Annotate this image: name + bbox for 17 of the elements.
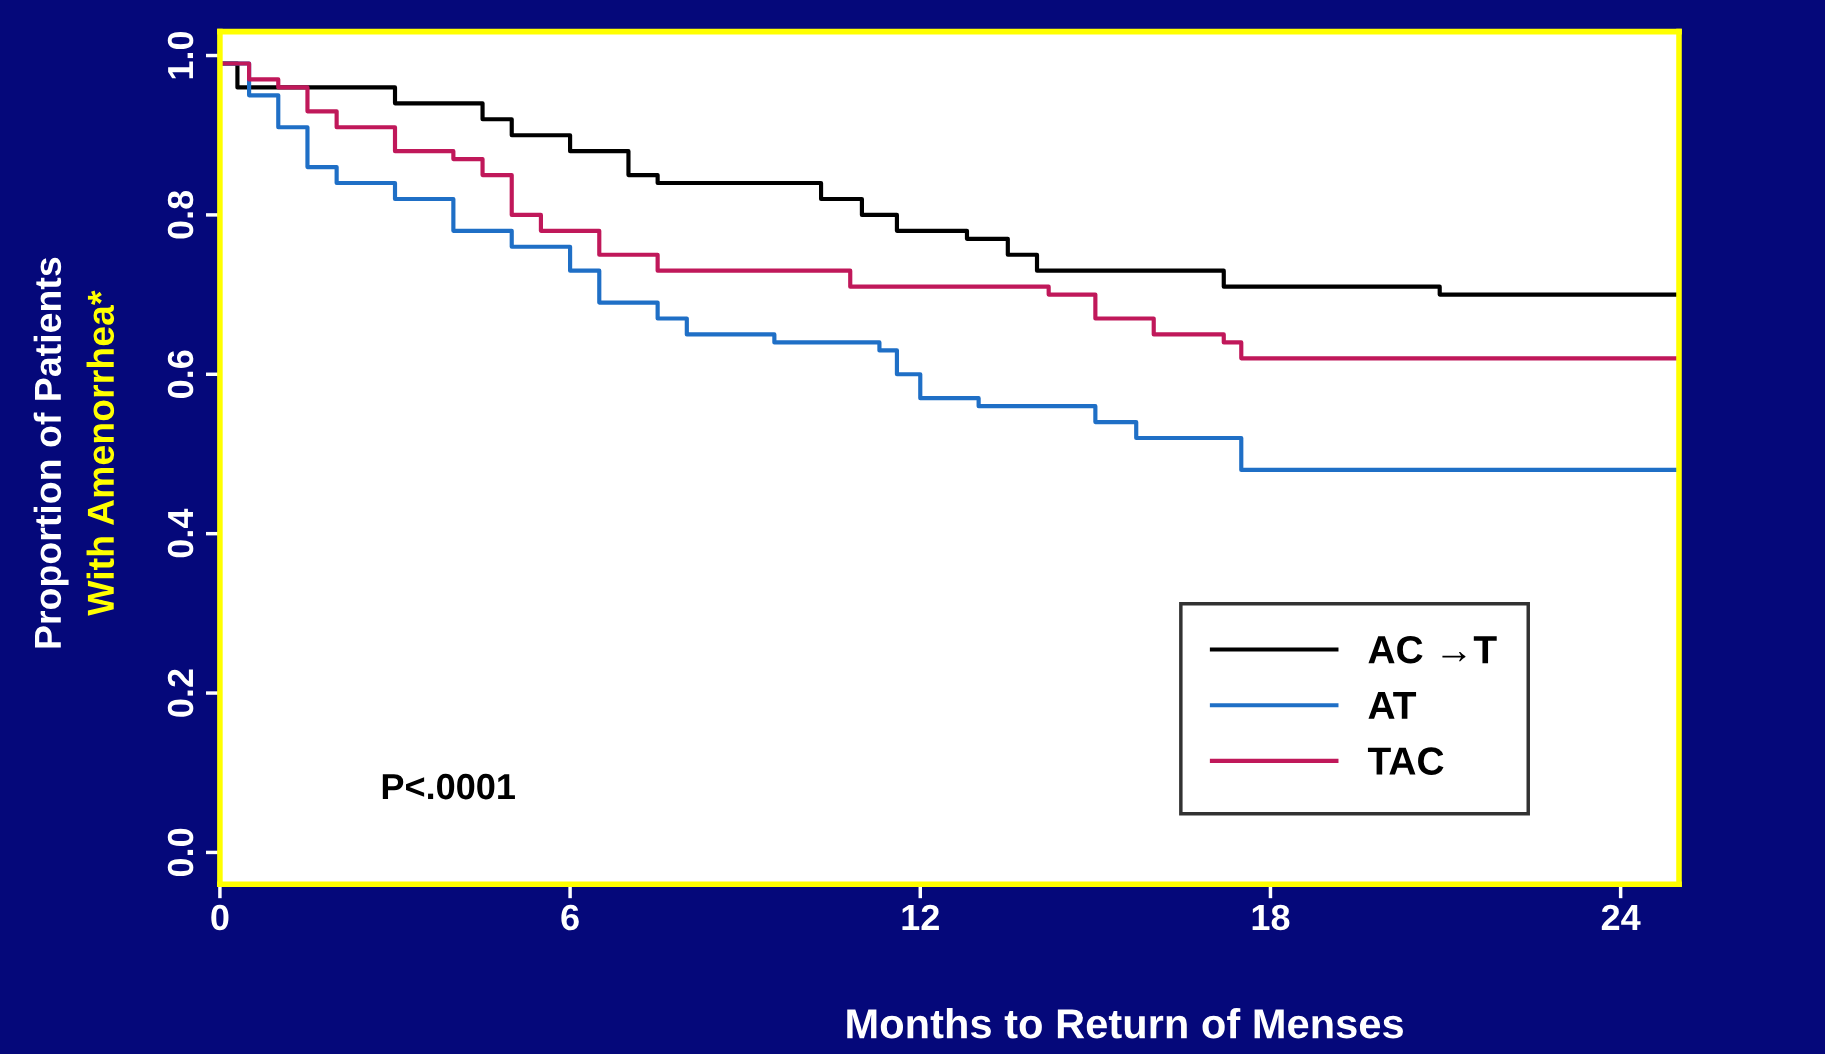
y-tick-label: 0.4 <box>167 508 194 558</box>
y-tick-label: 0.8 <box>167 190 194 239</box>
x-tick-label: 18 <box>1252 904 1290 931</box>
legend-label: AC →T <box>1368 635 1497 664</box>
y-tick-label: 1.0 <box>167 31 194 79</box>
annotation: P<.0001 <box>382 773 515 800</box>
y-tick-label: 0.6 <box>167 350 194 398</box>
x-tick-label: 0 <box>211 904 229 931</box>
y-tick-label: 0.0 <box>167 828 194 877</box>
legend-label: AT <box>1368 692 1417 719</box>
x-tick-label: 24 <box>1601 904 1641 930</box>
legend-label: TAC <box>1367 747 1444 775</box>
x-axis-title: Months to Return of Menses <box>847 1007 1403 1039</box>
x-tick-label: 12 <box>902 904 939 930</box>
y-axis-title: Proportion of Patients With Amenorrhea* <box>33 257 115 648</box>
x-tick-label: 6 <box>561 904 579 931</box>
y-tick-label: 0.2 <box>167 669 194 717</box>
